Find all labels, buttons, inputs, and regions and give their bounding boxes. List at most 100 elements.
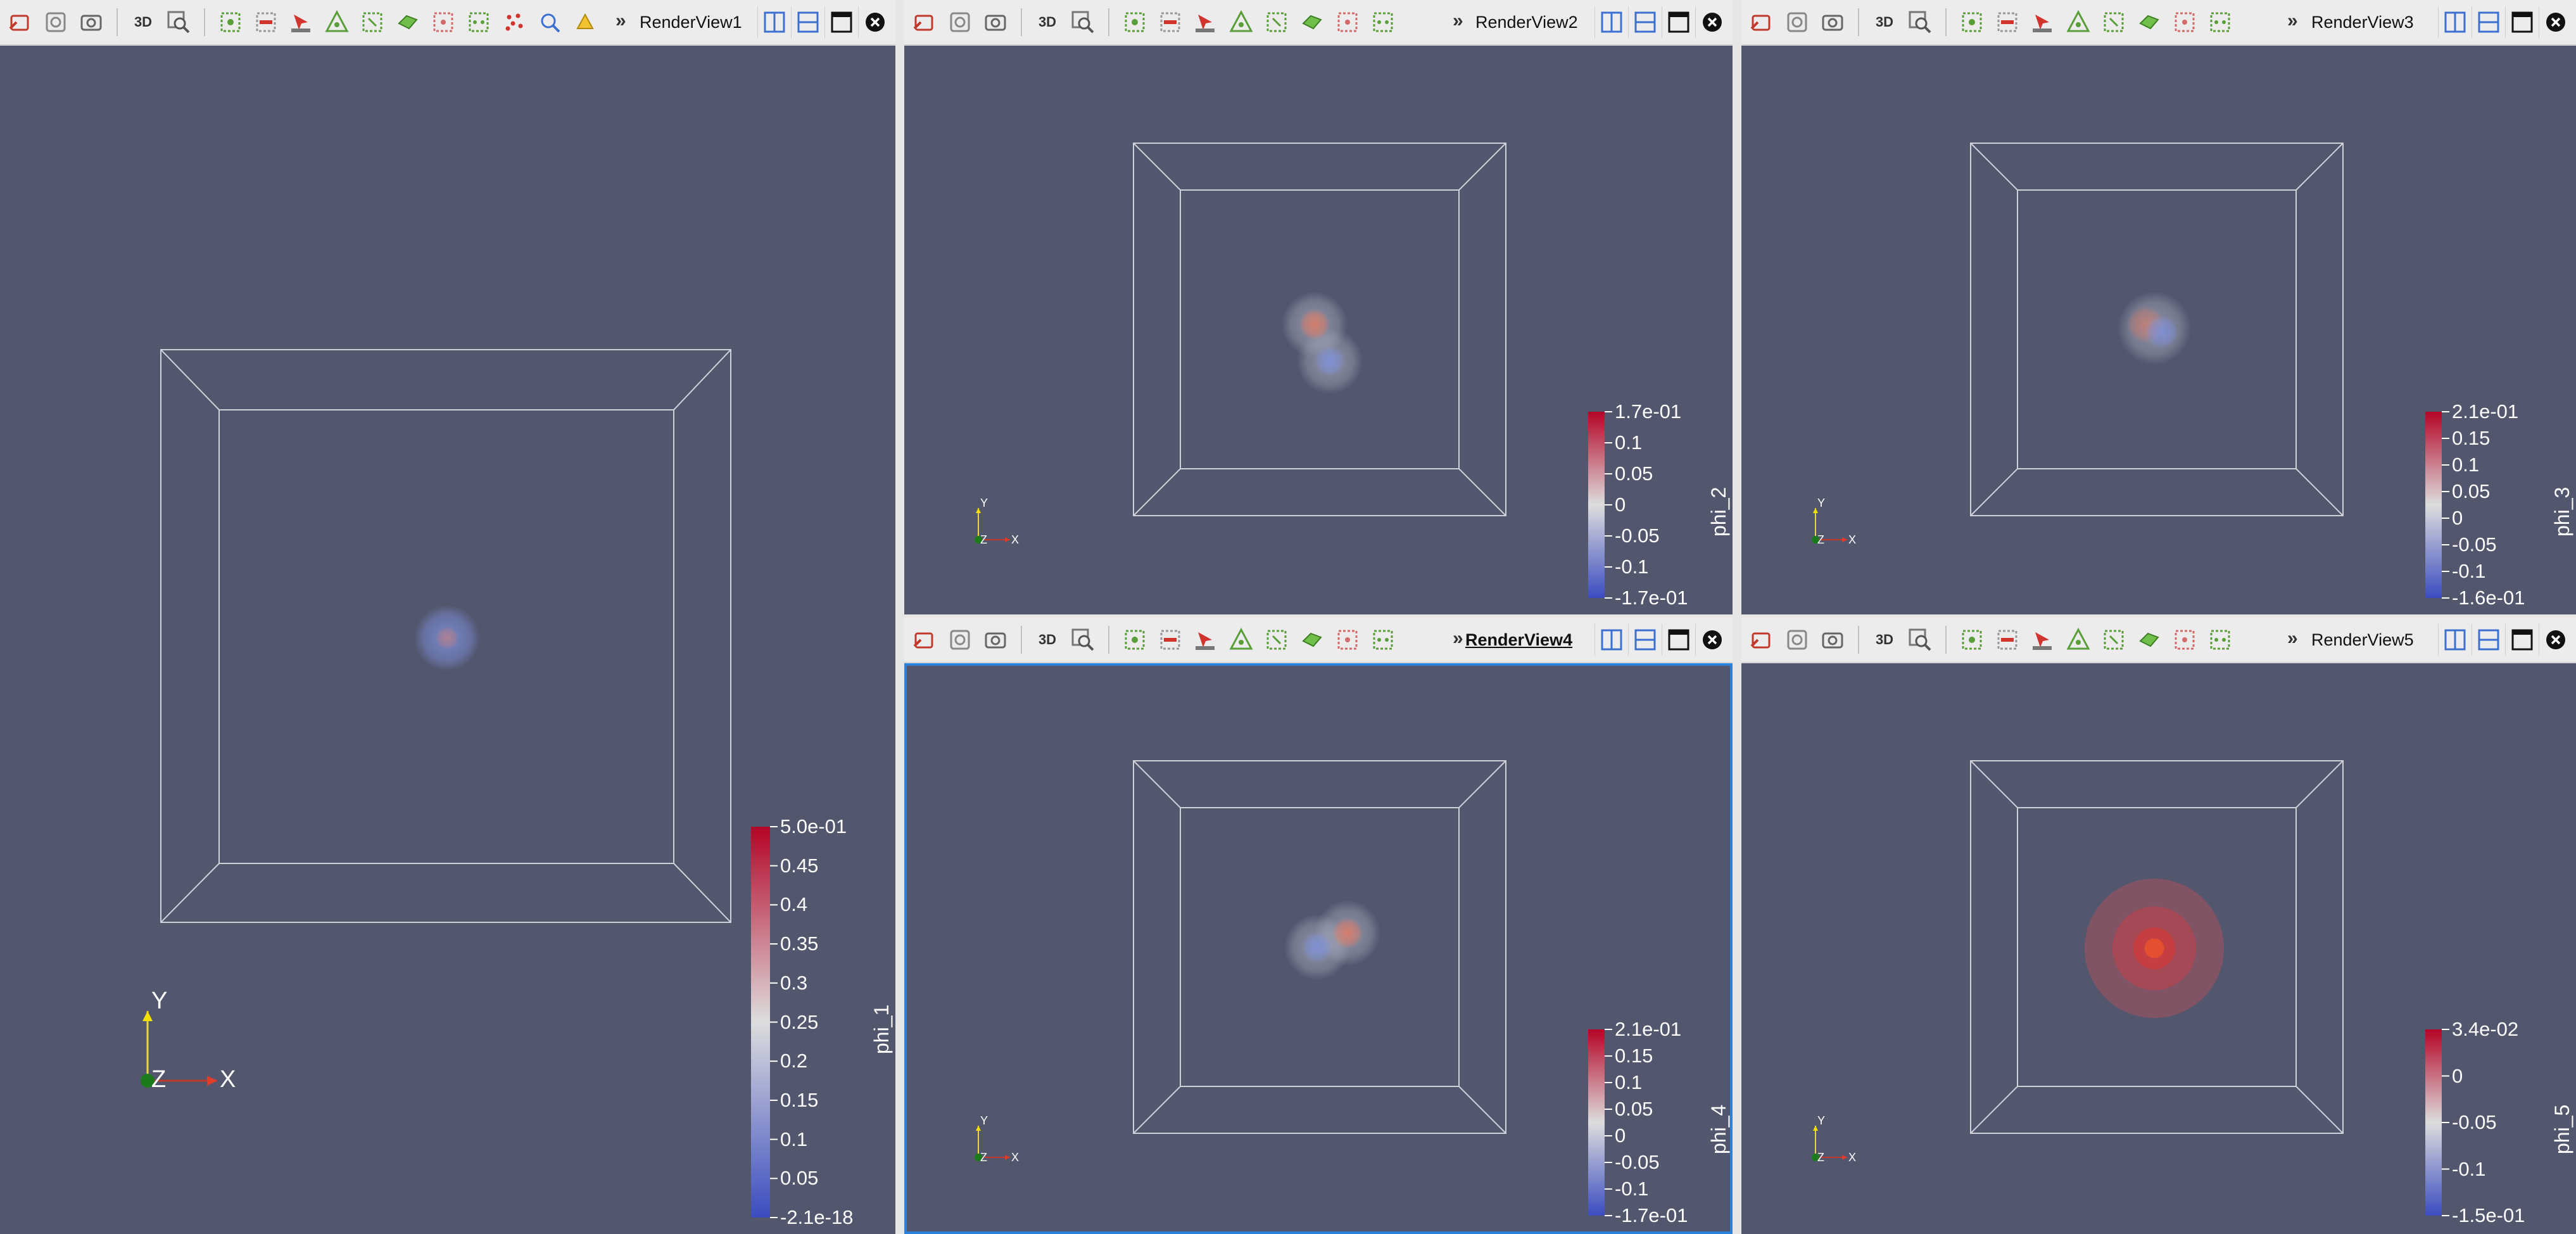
split-horizontal-button[interactable]: [2438, 6, 2472, 38]
grow-selection-icon[interactable]: [2172, 10, 2197, 35]
capture-screenshot-icon[interactable]: [79, 10, 104, 35]
select-block-icon[interactable]: [2137, 10, 2162, 35]
render-view[interactable]: Y Z X 5.0e-01 0.45 0.4 0.35 0.3 0.25 0.2 0.15 0.1 0.…: [0, 46, 895, 1234]
split-vertical-button[interactable]: [1628, 6, 1662, 38]
select-block-icon[interactable]: [1299, 627, 1325, 652]
interactive-select-icon[interactable]: [1193, 627, 1218, 652]
split-vertical-button[interactable]: [2472, 6, 2505, 38]
deselect-icon[interactable]: [1158, 10, 1183, 35]
select-cells-polygon-icon[interactable]: [2066, 10, 2091, 35]
hover-points-icon[interactable]: [502, 10, 527, 35]
shrink-selection-icon[interactable]: [1370, 627, 1396, 652]
close-button[interactable]: [858, 6, 892, 38]
reset-camera-icon[interactable]: [1749, 10, 1774, 35]
zoom-to-box-icon[interactable]: [1907, 10, 1933, 35]
shrink-selection-icon[interactable]: [2207, 10, 2233, 35]
extra-tool-icon[interactable]: [572, 10, 598, 35]
camera-3d-toggle-button[interactable]: 3D: [1038, 632, 1057, 647]
reset-camera-icon[interactable]: [912, 10, 937, 35]
zoom-to-box-icon[interactable]: [166, 10, 191, 35]
shrink-selection-icon[interactable]: [466, 10, 491, 35]
split-horizontal-button[interactable]: [1594, 624, 1628, 656]
select-frustum-icon[interactable]: [1264, 627, 1289, 652]
maximize-button[interactable]: [2505, 624, 2539, 656]
zoom-to-data-icon[interactable]: [947, 10, 973, 35]
camera-3d-toggle-button[interactable]: 3D: [1875, 14, 1894, 30]
close-button[interactable]: [2539, 6, 2572, 38]
select-block-icon[interactable]: [1299, 10, 1325, 35]
select-frustum-icon[interactable]: [360, 10, 385, 35]
deselect-icon[interactable]: [1158, 627, 1183, 652]
maximize-button[interactable]: [1662, 6, 1695, 38]
reset-camera-icon[interactable]: [912, 627, 937, 652]
camera-3d-toggle-button[interactable]: 3D: [1038, 14, 1057, 30]
render-view[interactable]: Y Z X 1.7e-01 0.1 0.05 0 -0.05 -0.1 -1.7e-01 phi_2: [904, 46, 1733, 614]
view-title[interactable]: RenderView4: [1465, 630, 1573, 649]
zoom-to-box-icon[interactable]: [1070, 627, 1095, 652]
more-tools-icon[interactable]: »: [2287, 628, 2298, 649]
maximize-button[interactable]: [2505, 6, 2539, 38]
interactive-select-icon[interactable]: [2030, 10, 2055, 35]
deselect-icon[interactable]: [1995, 10, 2020, 35]
close-button[interactable]: [1695, 624, 1729, 656]
more-tools-icon[interactable]: »: [616, 10, 626, 31]
grow-selection-icon[interactable]: [1335, 627, 1360, 652]
more-tools-icon[interactable]: »: [2287, 10, 2298, 31]
hover-cells-icon[interactable]: [537, 10, 562, 35]
zoom-to-box-icon[interactable]: [1070, 10, 1095, 35]
maximize-button[interactable]: [824, 6, 858, 38]
zoom-to-data-icon[interactable]: [947, 627, 973, 652]
close-button[interactable]: [1695, 6, 1729, 38]
zoom-to-data-icon[interactable]: [1784, 10, 1810, 35]
zoom-to-box-icon[interactable]: [1907, 627, 1933, 652]
select-points-icon[interactable]: [1122, 10, 1147, 35]
capture-screenshot-icon[interactable]: [1820, 627, 1845, 652]
select-frustum-icon[interactable]: [2101, 627, 2126, 652]
shrink-selection-icon[interactable]: [1370, 10, 1396, 35]
select-block-icon[interactable]: [395, 10, 420, 35]
interactive-select-icon[interactable]: [1193, 10, 1218, 35]
reset-camera-icon[interactable]: [1749, 627, 1774, 652]
camera-3d-toggle-button[interactable]: 3D: [1875, 632, 1894, 647]
select-points-icon[interactable]: [1959, 627, 1985, 652]
view-title[interactable]: RenderView2: [1475, 13, 1578, 32]
select-frustum-icon[interactable]: [1264, 10, 1289, 35]
capture-screenshot-icon[interactable]: [983, 10, 1008, 35]
shrink-selection-icon[interactable]: [2207, 627, 2233, 652]
grow-selection-icon[interactable]: [431, 10, 456, 35]
render-view[interactable]: Y Z X 3.4e-02 0 -0.05 -0.1 -1.5e-01 phi_5: [1741, 663, 2576, 1234]
render-view[interactable]: Y Z X 2.1e-01 0.15 0.1 0.05 0 -0.05 -0.1 -1.7e-01 p…: [904, 663, 1733, 1234]
view-title[interactable]: RenderView1: [640, 13, 742, 32]
select-cells-polygon-icon[interactable]: [2066, 627, 2091, 652]
camera-3d-toggle-button[interactable]: 3D: [134, 14, 153, 30]
split-vertical-button[interactable]: [791, 6, 824, 38]
deselect-icon[interactable]: [253, 10, 279, 35]
capture-screenshot-icon[interactable]: [983, 627, 1008, 652]
select-cells-polygon-icon[interactable]: [1228, 627, 1254, 652]
capture-screenshot-icon[interactable]: [1820, 10, 1845, 35]
zoom-to-data-icon[interactable]: [43, 10, 68, 35]
select-frustum-icon[interactable]: [2101, 10, 2126, 35]
select-points-icon[interactable]: [1959, 10, 1985, 35]
deselect-icon[interactable]: [1995, 627, 2020, 652]
close-button[interactable]: [2539, 624, 2572, 656]
more-tools-icon[interactable]: »: [1453, 628, 1463, 649]
interactive-select-icon[interactable]: [289, 10, 314, 35]
select-points-icon[interactable]: [1122, 627, 1147, 652]
more-tools-icon[interactable]: »: [1453, 10, 1463, 31]
select-cells-polygon-icon[interactable]: [324, 10, 350, 35]
split-vertical-button[interactable]: [2472, 624, 2505, 656]
interactive-select-icon[interactable]: [2030, 627, 2055, 652]
split-vertical-button[interactable]: [1628, 624, 1662, 656]
view-title[interactable]: RenderView5: [2311, 630, 2414, 649]
split-horizontal-button[interactable]: [2438, 624, 2472, 656]
select-block-icon[interactable]: [2137, 627, 2162, 652]
reset-camera-icon[interactable]: [8, 10, 33, 35]
split-horizontal-button[interactable]: [1594, 6, 1628, 38]
view-title[interactable]: RenderView3: [2311, 13, 2414, 32]
grow-selection-icon[interactable]: [2172, 627, 2197, 652]
zoom-to-data-icon[interactable]: [1784, 627, 1810, 652]
select-cells-polygon-icon[interactable]: [1228, 10, 1254, 35]
grow-selection-icon[interactable]: [1335, 10, 1360, 35]
maximize-button[interactable]: [1662, 624, 1695, 656]
